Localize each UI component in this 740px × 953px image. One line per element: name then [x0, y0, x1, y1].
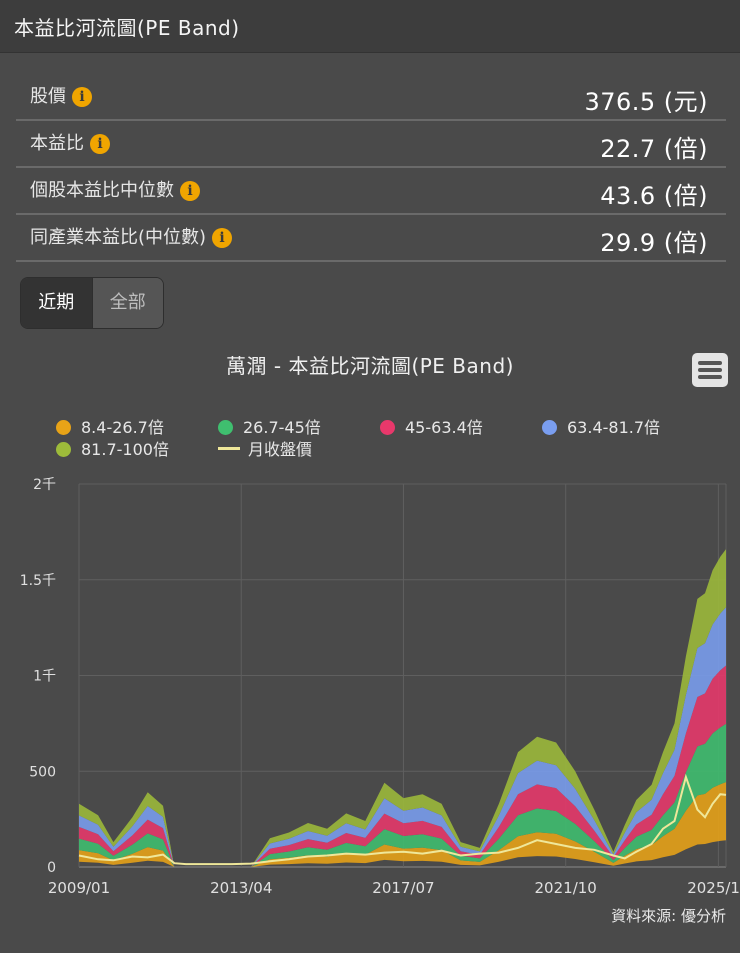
legend-label: 63.4-81.7倍 [567, 418, 661, 437]
info-icon[interactable]: i [90, 134, 110, 154]
stat-label: 本益比 [30, 133, 84, 154]
info-icon[interactable]: i [72, 87, 92, 107]
legend-label: 45-63.4倍 [405, 418, 483, 437]
x-tick-label: 2021/10 [535, 879, 597, 897]
stat-row-pe: 本益比 i 22.7 (倍) [16, 121, 726, 168]
stat-row-industry-pe: 同產業本益比(中位數) i 29.9 (倍) [16, 215, 726, 262]
chart-title: 萬潤 - 本益比河流圖(PE Band) [226, 354, 514, 378]
data-source: 資料來源: 優分析 [611, 907, 726, 925]
pe-band-area-5 [79, 549, 726, 867]
price-line [78, 773, 727, 866]
tab-recent[interactable]: 近期 [21, 278, 92, 328]
x-tick-label: 2025/10 [687, 879, 740, 897]
stat-label: 個股本益比中位數 [30, 180, 174, 201]
legend-item-band1[interactable]: 8.4-26.7倍 [56, 414, 164, 438]
chart-menu-button[interactable] [692, 353, 728, 387]
pe-band-chart: 0 500 1千 1.5千 2千 2009/01 2013/04 2017/07 2021/10… [20, 477, 740, 897]
hamburger-icon [698, 361, 722, 365]
y-tick-label: 1千 [33, 669, 56, 685]
stat-value: 43.6 (倍) [600, 182, 708, 210]
stat-value: 29.9 (倍) [600, 229, 708, 257]
stats-table: 股價 i 376.5 (元) 本益比 i 22.7 (倍) 個股本益比中位數 i 43… [16, 74, 726, 262]
legend-swatch [542, 420, 557, 435]
stat-row-median-pe: 個股本益比中位數 i 43.6 (倍) [16, 168, 726, 215]
y-tick-label: 2千 [33, 477, 56, 493]
tab-all[interactable]: 全部 [91, 278, 163, 328]
stat-row-price: 股價 i 376.5 (元) [16, 74, 726, 121]
y-tick-label: 500 [29, 764, 56, 780]
hamburger-icon [698, 368, 722, 372]
legend-swatch [380, 420, 395, 435]
legend-item-band3[interactable]: 45-63.4倍 [380, 414, 483, 438]
page-title: 本益比河流圖(PE Band) [14, 16, 240, 40]
info-icon[interactable]: i [180, 181, 200, 201]
range-tabs: 近期 全部 [20, 277, 164, 329]
top-bar: 本益比河流圖(PE Band) [0, 0, 740, 53]
legend-label: 月收盤價 [248, 440, 313, 459]
legend-item-band4[interactable]: 63.4-81.7倍 [542, 414, 660, 438]
y-tick-label: 1.5千 [20, 573, 56, 589]
legend-swatch [56, 442, 71, 457]
stat-value: 376.5 (元) [584, 88, 708, 116]
info-icon[interactable]: i [212, 228, 233, 248]
x-tick-label: 2009/01 [48, 879, 110, 897]
y-tick-label: 0 [47, 860, 56, 876]
legend-swatch [56, 420, 71, 435]
pe-band-area-2 [79, 723, 726, 867]
pe-band-area-4 [79, 607, 726, 867]
x-tick-label: 2017/07 [372, 879, 434, 897]
hamburger-icon [698, 375, 722, 379]
pe-band-area-3 [79, 665, 726, 867]
legend-item-band5[interactable]: 81.7-100倍 [56, 436, 169, 460]
legend-item-price[interactable]: 月收盤價 [218, 436, 312, 460]
stat-label: 同產業本益比(中位數) [30, 227, 207, 248]
legend-swatch [218, 420, 233, 435]
stat-value: 22.7 (倍) [600, 135, 708, 163]
x-tick-label: 2013/04 [210, 879, 272, 897]
legend-line-swatch [218, 447, 240, 450]
legend-label: 81.7-100倍 [81, 440, 169, 459]
legend-label: 8.4-26.7倍 [81, 418, 164, 437]
stat-label: 股價 [30, 86, 66, 107]
legend-label: 26.7-45倍 [243, 418, 321, 437]
legend-item-band2[interactable]: 26.7-45倍 [218, 414, 321, 438]
